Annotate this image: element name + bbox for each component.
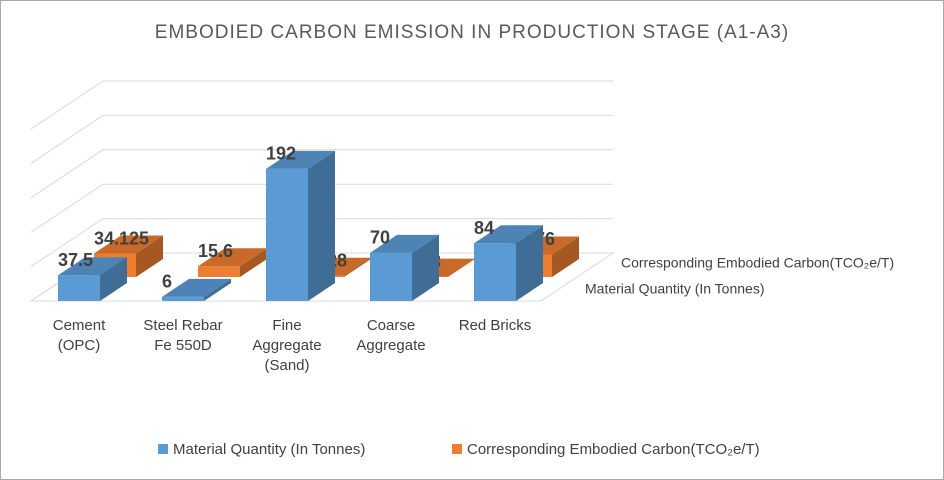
value-label: 70 [370, 228, 390, 248]
bar-top [94, 235, 163, 254]
value-label: 34.125 [94, 228, 149, 248]
value-label: 192 [266, 144, 296, 164]
bar-front [198, 266, 240, 277]
bar-top [266, 150, 335, 169]
bar-side [204, 278, 231, 301]
bar-side [552, 236, 579, 277]
legend-swatch [452, 444, 462, 454]
bar-side [516, 225, 543, 301]
chart-title: EMBODIED CARBON EMISSION IN PRODUCTION S… [155, 22, 789, 43]
bar-top [198, 248, 267, 267]
bar-top [474, 225, 543, 244]
value-label: 84 [474, 218, 494, 238]
legend-label: Material Quantity (In Tonnes) [173, 441, 365, 458]
x-tick-label: Cement (OPC) [52, 317, 106, 354]
bar-front [370, 252, 412, 301]
value-label: 37.5 [58, 250, 93, 270]
grid-line [30, 183, 613, 233]
bar-front [474, 243, 516, 301]
value-label: 6 [162, 272, 172, 292]
bar-front [58, 275, 100, 301]
bar-top [58, 257, 127, 276]
bar-front [266, 168, 308, 301]
value-label: 15.6 [198, 241, 233, 261]
bar-side [136, 235, 163, 277]
bar-side [412, 234, 439, 301]
legend-label: Corresponding Embodied Carbon(TCO₂e/T) [467, 441, 760, 458]
bar-top [162, 278, 231, 297]
x-tick-label: Fine Aggregate (Sand) [252, 317, 322, 374]
grid-line [30, 149, 613, 199]
bar-side [100, 257, 127, 301]
grid-line [30, 218, 613, 268]
legend-swatch [158, 444, 168, 454]
bar-top [370, 234, 439, 253]
x-tick-label: Coarse Aggregate [356, 317, 426, 354]
grid-line [30, 80, 613, 130]
grid-line [30, 114, 613, 164]
x-tick-label: Red Bricks [458, 317, 532, 334]
depth-label: Corresponding Embodied Carbon(TCO₂e/T) [621, 254, 894, 270]
depth-label: Material Quantity (In Tonnes) [585, 281, 765, 297]
bar-side [344, 257, 371, 277]
bar-side [448, 258, 475, 277]
bar-side [308, 150, 335, 301]
bar-side [240, 248, 267, 277]
bar-front [162, 296, 204, 301]
x-tick-label: Steel Rebar Fe 550D [143, 317, 223, 354]
